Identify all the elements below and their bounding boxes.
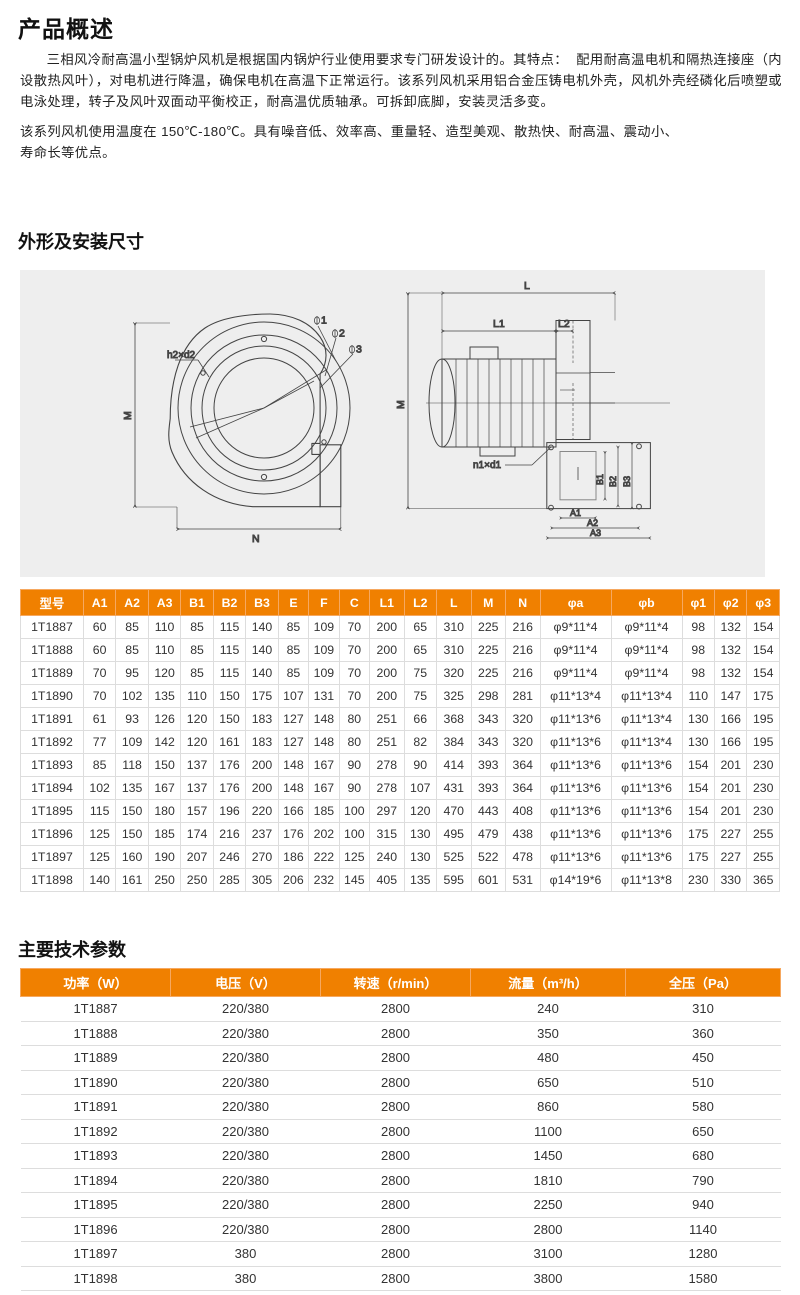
svg-text:2: 2 <box>339 328 345 340</box>
svg-text:n1×d1: n1×d1 <box>473 460 502 471</box>
svg-text:L2: L2 <box>558 318 570 330</box>
svg-text:B3: B3 <box>622 476 632 487</box>
svg-text:B1: B1 <box>595 474 605 485</box>
svg-text:A1: A1 <box>570 508 581 518</box>
svg-text:h2×d2: h2×d2 <box>167 350 196 361</box>
svg-text:M: M <box>122 411 134 420</box>
svg-text:B2: B2 <box>608 476 618 487</box>
svg-text:L1: L1 <box>493 318 505 330</box>
svg-text:A3: A3 <box>590 528 601 538</box>
svg-text:M: M <box>395 400 407 409</box>
svg-text:3: 3 <box>356 344 362 356</box>
svg-text:1: 1 <box>321 315 327 327</box>
svg-text:L: L <box>524 280 530 292</box>
svg-text:N: N <box>252 533 260 545</box>
svg-text:A2: A2 <box>587 518 598 528</box>
